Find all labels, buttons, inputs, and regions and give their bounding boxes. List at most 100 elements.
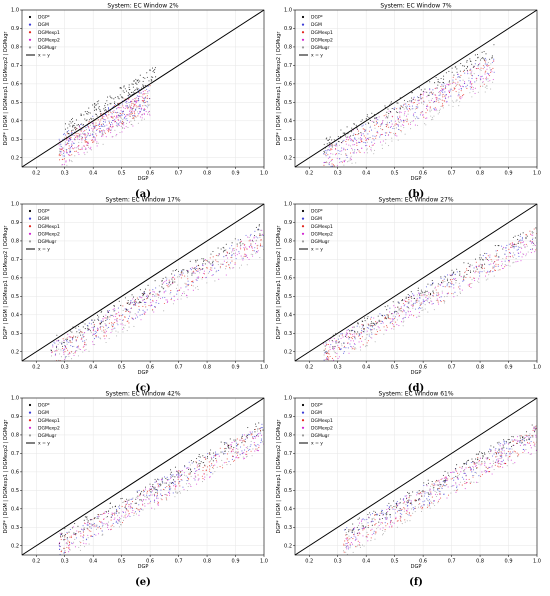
data-point [218, 264, 219, 265]
data-point [511, 449, 512, 450]
data-point [134, 113, 135, 114]
data-point [448, 71, 449, 72]
data-point [114, 119, 115, 120]
data-point [407, 119, 408, 120]
data-point [440, 109, 441, 110]
data-point [229, 253, 230, 254]
data-point [478, 92, 479, 93]
data-point [125, 505, 126, 506]
data-point [514, 439, 515, 440]
data-point [354, 536, 355, 537]
data-point [93, 126, 94, 127]
data-point [492, 465, 493, 466]
data-point [483, 81, 484, 82]
data-point [460, 80, 461, 81]
data-point [96, 335, 97, 336]
data-point [532, 242, 533, 243]
y-tick-label: 0.4 [11, 507, 19, 513]
data-point [97, 527, 98, 528]
data-point [124, 507, 125, 508]
data-point [144, 503, 145, 504]
data-point [439, 482, 440, 483]
data-point [114, 101, 115, 102]
data-point [235, 238, 236, 239]
data-point [410, 124, 411, 125]
data-point [415, 506, 416, 507]
data-point [323, 173, 324, 174]
data-point [448, 486, 449, 487]
data-point [520, 260, 521, 261]
data-point [370, 319, 371, 320]
y-tick-label: 0.8 [284, 239, 292, 245]
data-point [243, 452, 244, 453]
data-point [478, 278, 479, 279]
x-tick-label: 0.5 [391, 559, 399, 565]
data-point [92, 341, 93, 342]
data-point [196, 280, 197, 281]
data-point [249, 449, 250, 450]
data-point [88, 537, 89, 538]
x-axis-label: DGP [411, 370, 422, 376]
data-point [354, 151, 355, 152]
data-point [103, 121, 104, 122]
x-tick-label: 0.3 [61, 171, 69, 177]
data-point [112, 118, 113, 119]
data-point [534, 228, 535, 229]
data-point [193, 461, 194, 462]
y-tick-label: 0.5 [284, 488, 292, 494]
data-point [423, 102, 424, 103]
data-point [399, 122, 400, 123]
data-point [178, 479, 179, 480]
data-point [180, 471, 181, 472]
data-point [419, 499, 420, 500]
data-point [450, 493, 451, 494]
data-point [392, 522, 393, 523]
legend-marker [302, 240, 304, 242]
data-point [171, 483, 172, 484]
data-point [417, 107, 418, 108]
data-point [91, 519, 92, 520]
data-point [459, 288, 460, 289]
data-point [493, 79, 494, 80]
data-point [513, 463, 514, 464]
data-point [106, 125, 107, 126]
data-point [132, 115, 133, 116]
data-point [63, 342, 64, 343]
data-point [385, 329, 386, 330]
data-point [107, 130, 108, 131]
data-point [431, 119, 432, 120]
data-point [324, 352, 325, 353]
data-point [416, 116, 417, 117]
data-point [108, 529, 109, 530]
data-point [58, 349, 59, 350]
data-point [475, 259, 476, 260]
data-point [148, 498, 149, 499]
data-point [254, 436, 255, 437]
data-point [201, 258, 202, 259]
data-point [93, 322, 94, 323]
data-point [429, 102, 430, 103]
legend-marker [29, 39, 31, 41]
data-point [333, 349, 334, 350]
legend-marker [302, 210, 304, 212]
data-point [352, 327, 353, 328]
data-point [83, 114, 84, 115]
data-point [477, 57, 478, 58]
data-point [139, 96, 140, 97]
data-point [339, 158, 340, 159]
data-point [138, 96, 139, 97]
data-point [254, 231, 255, 232]
data-point [260, 244, 261, 245]
data-point [464, 272, 465, 273]
data-point [409, 295, 410, 296]
data-point [111, 322, 112, 323]
data-point [128, 506, 129, 507]
data-point [103, 332, 104, 333]
data-point [169, 493, 170, 494]
data-point [59, 167, 60, 168]
data-point [162, 284, 163, 285]
y-tick-label: 0.4 [11, 119, 19, 125]
data-point [204, 465, 205, 466]
data-point [69, 340, 70, 341]
y-tick-label: 0.6 [11, 82, 19, 88]
